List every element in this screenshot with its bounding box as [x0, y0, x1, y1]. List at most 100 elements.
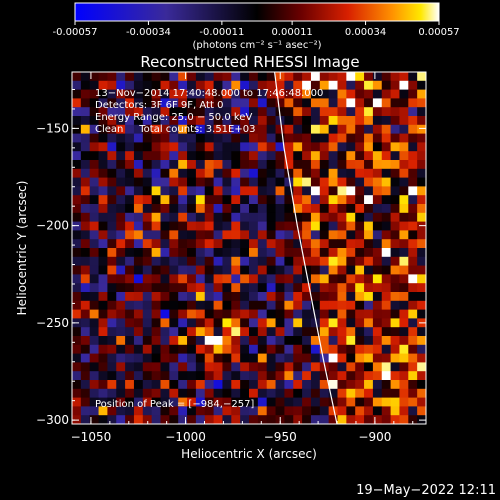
heatmap-cell: [160, 133, 170, 143]
heatmap-cell: [107, 300, 117, 310]
heatmap-cell: [169, 212, 179, 222]
heatmap-cell: [133, 397, 144, 407]
heatmap-cell: [390, 274, 400, 284]
heatmap-cell: [399, 72, 409, 82]
heatmap-cell: [169, 80, 179, 90]
heatmap-cell: [169, 292, 179, 302]
heatmap-cell: [195, 239, 206, 249]
heatmap-cell: [213, 124, 223, 134]
heatmap-cell: [116, 230, 126, 240]
heatmap-cell: [319, 177, 330, 187]
heatmap-cell: [80, 380, 91, 390]
heatmap-cell: [213, 168, 223, 178]
heatmap-cell: [257, 89, 268, 99]
heatmap-cell: [222, 344, 232, 354]
heatmap-cell: [231, 151, 241, 161]
heatmap-cell: [275, 212, 285, 222]
heatmap-cell: [195, 415, 206, 424]
heatmap-cell: [275, 195, 285, 205]
heatmap-cell: [399, 292, 409, 302]
heatmap-cell: [187, 397, 197, 407]
heatmap-cell: [372, 371, 383, 381]
heatmap-cell: [381, 124, 391, 134]
heatmap-cell: [80, 151, 91, 161]
heatmap-cell: [240, 256, 250, 266]
heatmap-cell: [266, 151, 276, 161]
heatmap-cell: [98, 415, 108, 424]
heatmap-cell: [133, 230, 144, 240]
heatmap-cell: [417, 72, 426, 82]
heatmap-cell: [160, 151, 170, 161]
heatmap-cell: [337, 415, 347, 424]
heatmap-cell: [213, 221, 223, 231]
heatmap-cell: [107, 124, 117, 134]
heatmap-cell: [89, 80, 99, 90]
heatmap-cell: [310, 239, 321, 249]
heatmap-cell: [364, 160, 374, 170]
heatmap-cell: [310, 204, 321, 214]
heatmap-cell: [275, 151, 285, 161]
heatmap-cell: [372, 265, 383, 275]
heatmap-cell: [346, 212, 356, 222]
heatmap-cell: [355, 265, 365, 275]
heatmap-cell: [169, 133, 179, 143]
heatmap-cell: [364, 300, 374, 310]
heatmap-cell: [302, 248, 312, 258]
heatmap-cell: [142, 177, 153, 187]
heatmap-cell: [310, 318, 321, 328]
heatmap-cell: [284, 107, 294, 117]
heatmap-cell: [125, 133, 135, 143]
heatmap-cell: [390, 151, 400, 161]
heatmap-cell: [284, 362, 294, 372]
heatmap-cell: [346, 256, 356, 266]
heatmap-cell: [346, 274, 356, 284]
heatmap-cell: [310, 344, 321, 354]
heatmap-cell: [204, 142, 214, 152]
heatmap-cell: [125, 168, 135, 178]
heatmap-cell: [319, 406, 330, 416]
heatmap-cell: [240, 177, 250, 187]
heatmap-cell: [399, 380, 409, 390]
heatmap-cell: [151, 230, 161, 240]
heatmap-cell: [355, 160, 365, 170]
heatmap-cell: [302, 239, 312, 249]
heatmap-cell: [125, 397, 135, 407]
heatmap-cell: [399, 406, 409, 416]
heatmap-cell: [319, 124, 330, 134]
heatmap-cell: [381, 283, 391, 293]
heatmap-cell: [169, 300, 179, 310]
heatmap-cell: [169, 239, 179, 249]
heatmap-cell: [107, 248, 117, 258]
heatmap-cell: [72, 344, 82, 354]
heatmap-cell: [116, 380, 126, 390]
heatmap-cell: [390, 72, 400, 82]
heatmap-cell: [98, 239, 108, 249]
heatmap-cell: [107, 230, 117, 240]
heatmap-cell: [231, 98, 241, 108]
heatmap-cell: [116, 397, 126, 407]
heatmap-cell: [275, 265, 285, 275]
heatmap-cell: [116, 300, 126, 310]
heatmap-cell: [125, 380, 135, 390]
heatmap-cell: [417, 327, 426, 337]
heatmap-cell: [169, 151, 179, 161]
heatmap-cell: [302, 89, 312, 99]
heatmap-cell: [116, 274, 126, 284]
heatmap-cell: [116, 177, 126, 187]
heatmap-cell: [80, 107, 91, 117]
heatmap-cell: [266, 72, 276, 82]
heatmap-cell: [240, 195, 250, 205]
heatmap-cell: [372, 274, 383, 284]
heatmap-cell: [364, 292, 374, 302]
heatmap-cell: [372, 415, 383, 424]
heatmap-cell: [319, 397, 330, 407]
heatmap-cell: [284, 124, 294, 134]
heatmap-cell: [399, 89, 409, 99]
heatmap-cell: [249, 107, 259, 117]
heatmap-cell: [284, 388, 294, 398]
heatmap-cell: [187, 318, 197, 328]
heatmap-cell: [240, 168, 250, 178]
heatmap-cell: [195, 116, 206, 126]
heatmap-cell: [107, 195, 117, 205]
heatmap-cell: [169, 380, 179, 390]
